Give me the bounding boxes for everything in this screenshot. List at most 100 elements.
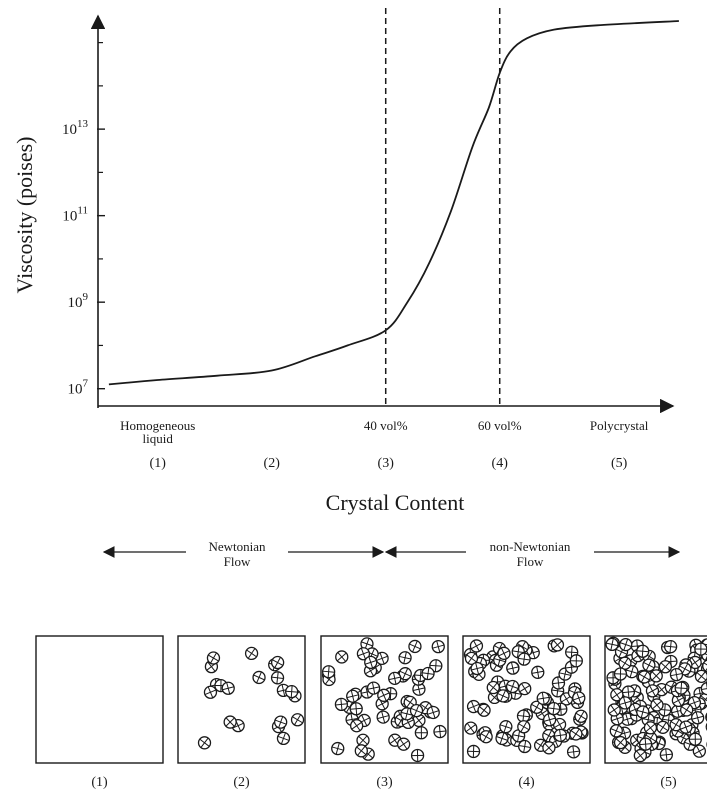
crystal-grain — [613, 735, 628, 750]
crystal-grain — [349, 702, 363, 716]
crystal-grain — [536, 691, 550, 705]
crystal-grain — [356, 647, 371, 661]
crystal-grain — [496, 689, 510, 703]
crystal-grain — [669, 667, 684, 682]
y-tick-exponent: 11 — [77, 205, 88, 217]
crystal-grain — [694, 642, 707, 656]
crystal-grain — [636, 705, 650, 719]
crystal-grain — [290, 713, 305, 727]
crystal-grain — [270, 671, 285, 685]
crystal-grain — [408, 639, 422, 654]
crystal-grain — [376, 710, 390, 724]
crystal-grain — [469, 639, 484, 653]
crystal-grain — [221, 681, 235, 695]
flow-regime-annotation: Newtonian Flow non-Newtonian Flow — [102, 536, 681, 572]
y-tick-base: 10 — [62, 209, 77, 225]
panel-label: (3) — [376, 775, 393, 790]
crystal-grain — [649, 669, 663, 683]
x-tick-label: 40 vol% — [364, 418, 408, 433]
newtonian-flow-label-line2: Flow — [224, 554, 251, 569]
crystal-grain — [431, 639, 445, 654]
crystal-grain — [464, 651, 479, 665]
crystal-grain — [466, 699, 481, 714]
crystal-panel: (4) — [462, 635, 591, 790]
crystal-grain — [542, 713, 557, 727]
non-newtonian-flow-label-line2: Flow — [517, 554, 544, 569]
crystal-grain — [569, 654, 583, 668]
crystal-grain — [517, 652, 531, 666]
crystal-grain — [574, 709, 588, 723]
y-tick-label: 1013 — [62, 118, 89, 138]
crystal-grain — [518, 681, 532, 696]
crystal-grain — [421, 666, 435, 681]
crystal-grain — [479, 730, 493, 744]
crystal-grain — [270, 655, 285, 670]
y-tick-label: 107 — [68, 378, 89, 398]
crystal-grain — [274, 715, 288, 729]
crystal-grain — [621, 685, 636, 699]
crystal-grain — [466, 744, 481, 759]
crystal-grain — [633, 748, 648, 763]
x-tick-label: Polycrystal — [590, 418, 649, 433]
crystal-grain — [654, 682, 669, 697]
y-tick-exponent: 13 — [77, 118, 89, 130]
crystal-grain — [663, 640, 678, 654]
crystal-grain — [396, 737, 411, 751]
y-tick-base: 10 — [62, 122, 77, 138]
x-tick-index: (3) — [378, 456, 395, 471]
crystal-grain — [433, 724, 447, 739]
plot-axes — [90, 14, 675, 414]
x-tick-label: Homogeneous — [120, 418, 195, 433]
crystal-grain — [688, 732, 702, 746]
crystal-grain — [464, 721, 478, 735]
y-tick-label: 1011 — [62, 205, 88, 225]
crystal-grain — [495, 731, 509, 746]
crystal-grain — [506, 661, 520, 675]
crystal-grain — [553, 728, 568, 742]
crystal-grain — [335, 650, 349, 664]
crystal-grain — [659, 748, 674, 762]
crystal-grain — [349, 719, 364, 733]
x-tick-label: 60 vol% — [478, 418, 522, 433]
crystal-grain — [321, 665, 336, 679]
crystal-grain — [566, 745, 581, 759]
crystal-grain — [674, 681, 688, 695]
x-tick-index: (1) — [150, 456, 167, 471]
crystal-grain — [547, 701, 561, 716]
crystal-grain — [470, 661, 484, 676]
crystal-grain — [426, 705, 440, 720]
crystal-grain — [650, 698, 664, 712]
crystal-grain — [203, 685, 218, 699]
x-tick-label: liquid — [143, 431, 174, 446]
crystal-grain — [658, 660, 673, 674]
crystal-grain — [569, 727, 583, 741]
y-tick-base: 10 — [68, 382, 83, 398]
crystal-grain — [285, 684, 299, 699]
crystal-grain — [377, 688, 391, 702]
crystal-grain — [636, 644, 650, 658]
crystal-grain — [638, 737, 653, 751]
crystal-grain — [625, 665, 639, 679]
crystal-grain — [197, 736, 212, 750]
crystal-grain — [398, 651, 412, 665]
newtonian-flow-label-line1: Newtonian — [208, 539, 266, 554]
crystal-grain — [618, 696, 632, 710]
crystal-grain — [497, 646, 511, 660]
panel-frame — [35, 635, 164, 764]
crystal-grain — [354, 744, 368, 758]
crystal-grain — [366, 681, 381, 695]
crystal-grain — [346, 689, 360, 703]
crystal-grain — [409, 703, 424, 718]
crystal-panel: (5) — [604, 635, 707, 790]
y-tick-exponent: 7 — [83, 378, 89, 390]
viscosity-curve — [108, 20, 679, 386]
crystal-grain — [276, 731, 291, 746]
crystal-grain — [530, 700, 544, 714]
crystal-grain — [700, 681, 707, 696]
crystal-panels: (1) (2) (3) (4) (5) — [35, 635, 707, 790]
crystal-grain — [619, 637, 633, 652]
crystal-grain — [694, 669, 707, 684]
